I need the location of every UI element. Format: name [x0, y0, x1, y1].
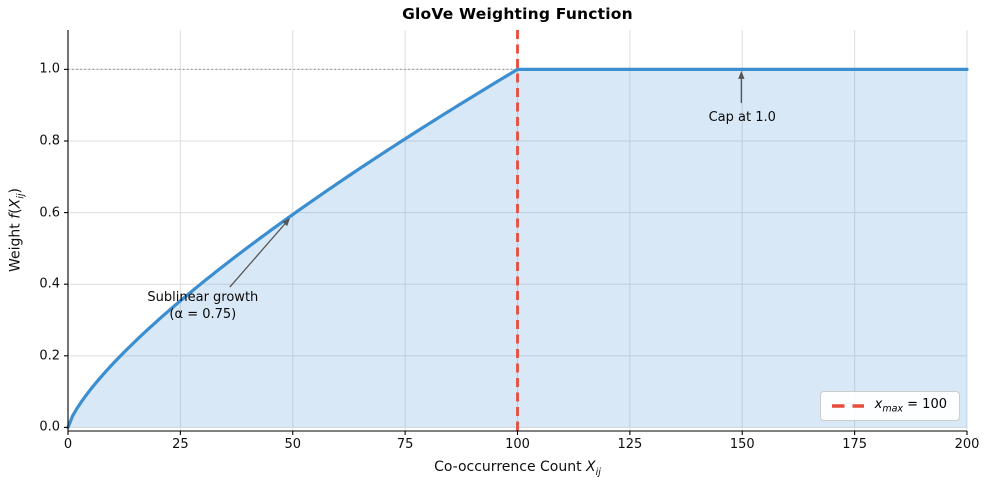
y-tick-label: 0.8	[39, 133, 60, 149]
x-tick-label: 25	[172, 437, 189, 452]
annotation-sublinear-growth: Sublinear growth (α = 0.75)	[147, 290, 258, 324]
y-tick-label: 0.4	[39, 276, 60, 292]
x-tick-label: 0	[63, 437, 73, 452]
x-tick-label: 125	[617, 437, 643, 452]
y-axis-label-var: X	[7, 198, 24, 209]
annotation-sublinear-line1: Sublinear growth	[147, 289, 259, 305]
y-tick-label: 1.0	[39, 61, 60, 77]
y-tick-label: 0.0	[39, 419, 60, 435]
y-axis-label-func: f	[7, 213, 24, 219]
x-tick-label: 150	[729, 437, 755, 452]
x-axis-label-var: X	[586, 459, 596, 475]
x-tick-label: 100	[505, 437, 530, 452]
y-tick-label: 0.6	[39, 205, 60, 221]
x-tick-label: 200	[954, 437, 980, 452]
y-axis-label-text: Weight	[7, 218, 24, 272]
y-tick-label: 0.2	[39, 348, 60, 364]
annotation-cap-line1: Cap at 1.0	[708, 109, 776, 125]
x-tick-label: 175	[842, 437, 868, 452]
x-tick-label: 75	[396, 437, 414, 452]
y-axis-label-sub: ij	[15, 193, 27, 199]
chart-title: GloVe Weighting Function	[402, 5, 633, 23]
legend: xmax = 100	[819, 391, 960, 421]
legend-dashed-line-swatch	[831, 404, 864, 408]
x-axis-label: Co-occurrence Count Xij	[68, 459, 967, 478]
x-axis-label-sub: ij	[595, 466, 601, 478]
annotation-cap: Cap at 1.0	[709, 110, 776, 127]
x-axis-label-text: Co-occurrence Count	[434, 459, 587, 475]
y-axis-label: Weight f(Xij)	[7, 188, 27, 272]
annotation-sublinear-line2: (α = 0.75)	[169, 306, 237, 322]
x-tick-label: 50	[284, 437, 302, 452]
legend-label: xmax = 100	[874, 397, 947, 415]
